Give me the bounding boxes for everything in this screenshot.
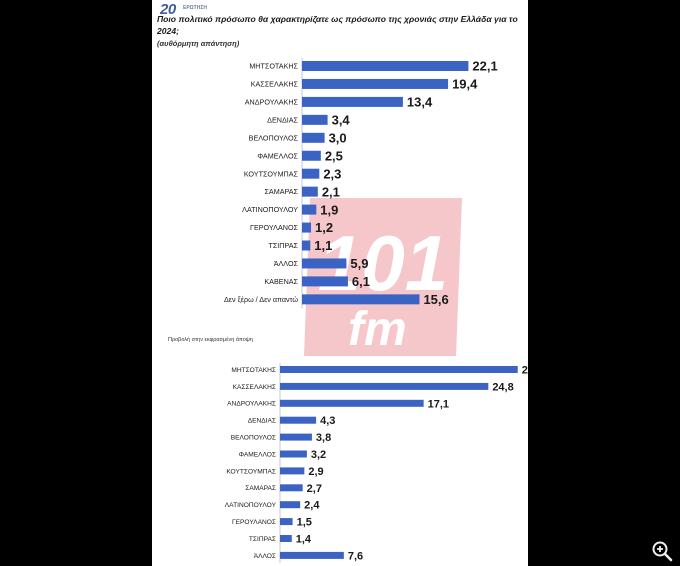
data-label: 3,4 — [332, 113, 351, 128]
data-label: 2,4 — [304, 500, 320, 512]
watermark-fm: fm — [348, 303, 407, 356]
bar — [280, 382, 489, 390]
chart-subtitle: (αυθόρμητη απάντηση) — [157, 39, 240, 48]
category-label: ΤΣΙΠΡΑΣ — [249, 536, 276, 543]
data-label: 4,3 — [320, 415, 335, 427]
bar — [302, 294, 420, 305]
data-label: 3,0 — [329, 130, 347, 145]
bar — [302, 168, 320, 179]
bar — [302, 114, 328, 125]
bar — [280, 450, 307, 458]
category-label: ΑΝΔΡΟΥΛΑΚΗΣ — [245, 97, 299, 106]
data-label: 3,8 — [316, 432, 331, 444]
question-caption: ΕΡΩΤΗΣΗ — [183, 5, 207, 11]
category-label: ΚΟΥΤΣΟΥΜΠΑΣ — [226, 468, 276, 475]
data-label: 22,1 — [472, 59, 497, 74]
category-label: ΒΕΛΟΠΟΥΛΟΣ — [249, 133, 299, 142]
data-label: 1,1 — [314, 238, 332, 253]
category-label: ΓΕΡΟΥΛΑΝΟΣ — [250, 223, 299, 232]
data-label: 17,1 — [428, 398, 449, 410]
watermark-plate — [304, 198, 462, 356]
question-number: 20 — [160, 1, 176, 18]
category-label: ΣΑΜΑΡΑΣ — [245, 485, 276, 492]
bar — [302, 132, 325, 143]
data-label: 2,9 — [308, 466, 323, 478]
chart-2: ΜΗΤΣΟΤΑΚΗΣ 28,3 ΚΑΣΣΕΛΑΚΗΣ 24,8 ΑΝΔΡΟΥΛΑΚΗΣ 1… — [225, 363, 528, 563]
survey-chart-page: 20 ΕΡΩΤΗΣΗ Ποιο πολιτικό πρόσωπο θα χαρα… — [152, 0, 528, 566]
bar — [302, 61, 469, 71]
data-label: 24,8 — [492, 381, 513, 393]
category-label: ΔΕΝΔΙΑΣ — [267, 115, 298, 124]
bar — [280, 501, 301, 509]
category-label: ΚΟΥΤΣΟΥΜΠΑΣ — [244, 169, 299, 178]
bar — [302, 96, 403, 107]
bar — [302, 240, 311, 251]
data-label: 1,9 — [320, 202, 338, 217]
bar — [280, 366, 518, 373]
chart-title: Ποιο πολιτικό πρόσωπο θα χαρακτηρίζατε ω… — [157, 14, 518, 36]
category-label: ΑΝΔΡΟΥΛΑΚΗΣ — [227, 401, 276, 408]
data-label: 15,6 — [423, 292, 448, 307]
second-chart-note: Προβολή στην εκφρασμένη άποψη — [168, 337, 253, 343]
category-label: Δεν ξέρω / Δεν απαντώ — [224, 295, 298, 304]
data-label: 13,4 — [407, 95, 433, 110]
data-label: 1,2 — [315, 220, 333, 235]
data-label: 1,4 — [296, 533, 312, 545]
bar — [280, 518, 293, 526]
bar — [302, 204, 317, 215]
data-label: 2,5 — [325, 148, 343, 163]
category-label: ΒΕΛΟΠΟΥΛΟΣ — [231, 434, 276, 441]
data-label: 6,1 — [352, 274, 370, 289]
data-label: 1,5 — [297, 517, 312, 529]
bar — [280, 433, 312, 441]
chart-1: ΜΗΤΣΟΤΑΚΗΣ 22,1 ΚΑΣΣΕΛΑΚΗΣ 19,4 ΑΝΔΡΟΥΛΑΚΗΣ 1… — [224, 58, 498, 309]
category-label: ΣΑΜΑΡΑΣ — [264, 187, 298, 196]
bar — [280, 416, 317, 424]
data-label: 2,7 — [307, 483, 322, 495]
category-label: ΛΑΤΙΝΟΠΟΥΛΟΥ — [242, 205, 298, 214]
data-label: 28,3 — [522, 364, 528, 376]
category-label: ΦΑΜΕΛΛΟΣ — [257, 151, 298, 160]
data-label: 2,1 — [322, 184, 340, 199]
category-label: ΓΕΡΟΥΛΑΝΟΣ — [232, 519, 276, 526]
data-label: 5,9 — [350, 256, 368, 271]
data-label: 3,2 — [311, 449, 326, 461]
category-label: ΜΗΤΣΟΤΑΚΗΣ — [249, 62, 298, 71]
category-label: ΦΑΜΕΛΛΟΣ — [239, 451, 276, 458]
bar — [302, 186, 318, 197]
data-label: 19,4 — [452, 77, 478, 92]
category-label: ΆΛΛΟΣ — [274, 259, 299, 268]
data-label: 2,3 — [323, 166, 341, 181]
category-label: ΚΑΒΕΝΑΣ — [264, 277, 298, 286]
bar — [302, 276, 348, 287]
category-label: ΔΕΝΔΙΑΣ — [248, 418, 276, 425]
bar — [280, 484, 303, 492]
bar — [280, 467, 305, 475]
bar — [280, 399, 424, 407]
data-label: 7,6 — [348, 550, 363, 562]
zoom-in-icon[interactable] — [651, 540, 673, 562]
category-label: ΜΗΤΣΟΤΑΚΗΣ — [231, 367, 276, 374]
category-label: ΚΑΣΣΕΛΑΚΗΣ — [233, 384, 276, 391]
bar — [280, 535, 292, 542]
bar — [302, 150, 321, 161]
category-label: ΆΛΛΟΣ — [254, 553, 276, 560]
bar — [302, 258, 347, 269]
bar-charts: ΜΗΤΣΟΤΑΚΗΣ 22,1 ΚΑΣΣΕΛΑΚΗΣ 19,4 ΑΝΔΡΟΥΛΑΚΗΣ 1… — [224, 58, 528, 563]
category-label: ΚΑΣΣΕΛΑΚΗΣ — [251, 80, 299, 89]
bar — [280, 551, 344, 559]
bar — [302, 78, 449, 89]
category-label: ΤΣΙΠΡΑΣ — [268, 241, 298, 250]
category-label: ΛΑΤΙΝΟΠΟΥΛΟΥ — [225, 502, 277, 509]
bar — [302, 222, 312, 233]
